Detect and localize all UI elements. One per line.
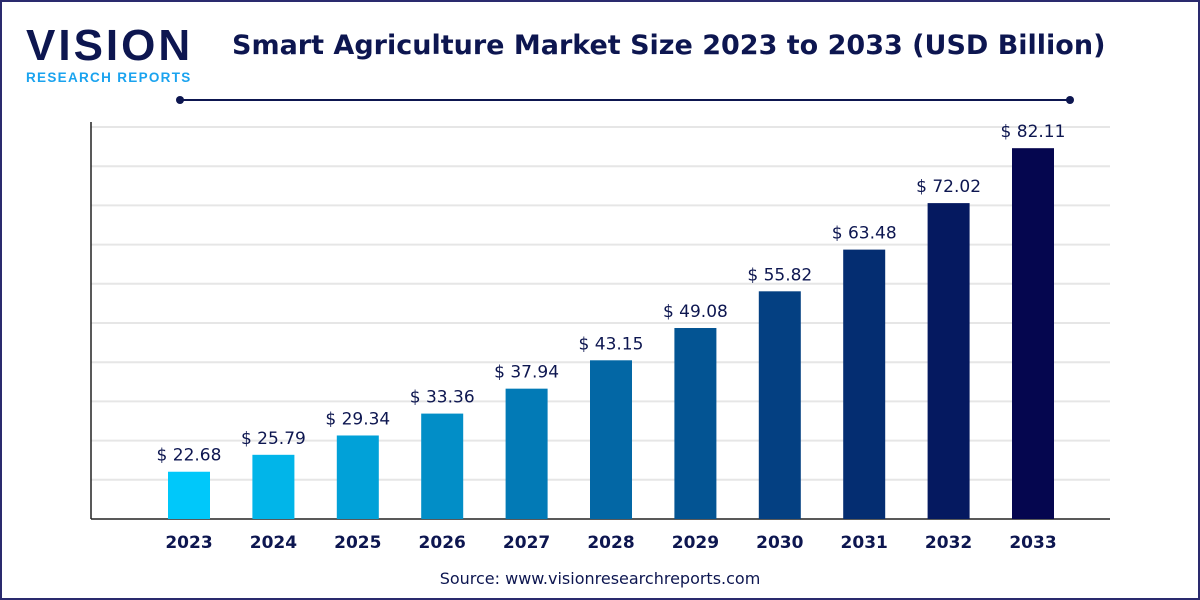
data-label-2032: $ 72.02 <box>916 177 981 197</box>
data-label-2026: $ 33.36 <box>410 388 475 408</box>
bar-2031 <box>843 249 886 519</box>
bar-2024 <box>252 454 295 519</box>
data-label-2024: $ 25.79 <box>241 429 306 449</box>
bar-2028 <box>590 360 632 519</box>
bar-2030 <box>758 291 801 519</box>
x-tick-label-2029: 2029 <box>672 533 719 553</box>
logo-sub-text: RESEARCH REPORTS <box>26 70 192 85</box>
x-tick-label-2031: 2031 <box>841 533 888 553</box>
data-label-2029: $ 49.08 <box>663 302 728 322</box>
chart-title: Smart Agriculture Market Size 2023 to 20… <box>232 30 1106 61</box>
bar-2025 <box>336 435 379 519</box>
x-tick-label-2033: 2033 <box>1009 533 1056 553</box>
x-tick-label-2026: 2026 <box>419 533 466 553</box>
bar-2032 <box>927 203 970 519</box>
bar-2023 <box>168 471 210 519</box>
x-tick-label-2028: 2028 <box>587 533 634 553</box>
x-tick-label-2027: 2027 <box>503 533 550 553</box>
data-label-2031: $ 63.48 <box>832 224 897 244</box>
title-divider <box>180 99 1070 101</box>
data-label-2028: $ 43.15 <box>579 334 644 354</box>
x-tick-label-2023: 2023 <box>165 533 212 553</box>
divider-dot-right <box>1066 96 1074 104</box>
x-tick-label-2032: 2032 <box>925 533 972 553</box>
data-label-2030: $ 55.82 <box>747 265 812 285</box>
data-label-2027: $ 37.94 <box>494 363 559 383</box>
data-label-2033: $ 82.11 <box>1001 122 1066 142</box>
x-tick-label-2024: 2024 <box>250 533 297 553</box>
bar-2027 <box>505 388 548 519</box>
data-label-2025: $ 29.34 <box>325 409 390 429</box>
bar-2029 <box>674 328 717 519</box>
x-tick-label-2025: 2025 <box>334 533 381 553</box>
data-label-2023: $ 22.68 <box>157 446 222 466</box>
logo-main-text: VISION <box>26 21 194 70</box>
divider-dot-left <box>176 96 184 104</box>
source-text: Source: www.visionresearchreports.com <box>439 569 761 588</box>
x-tick-label-2030: 2030 <box>756 533 803 553</box>
bar-2026 <box>421 413 464 519</box>
logo: VISION RESEARCH REPORTS <box>26 21 194 86</box>
bar-2033 <box>1012 148 1054 519</box>
